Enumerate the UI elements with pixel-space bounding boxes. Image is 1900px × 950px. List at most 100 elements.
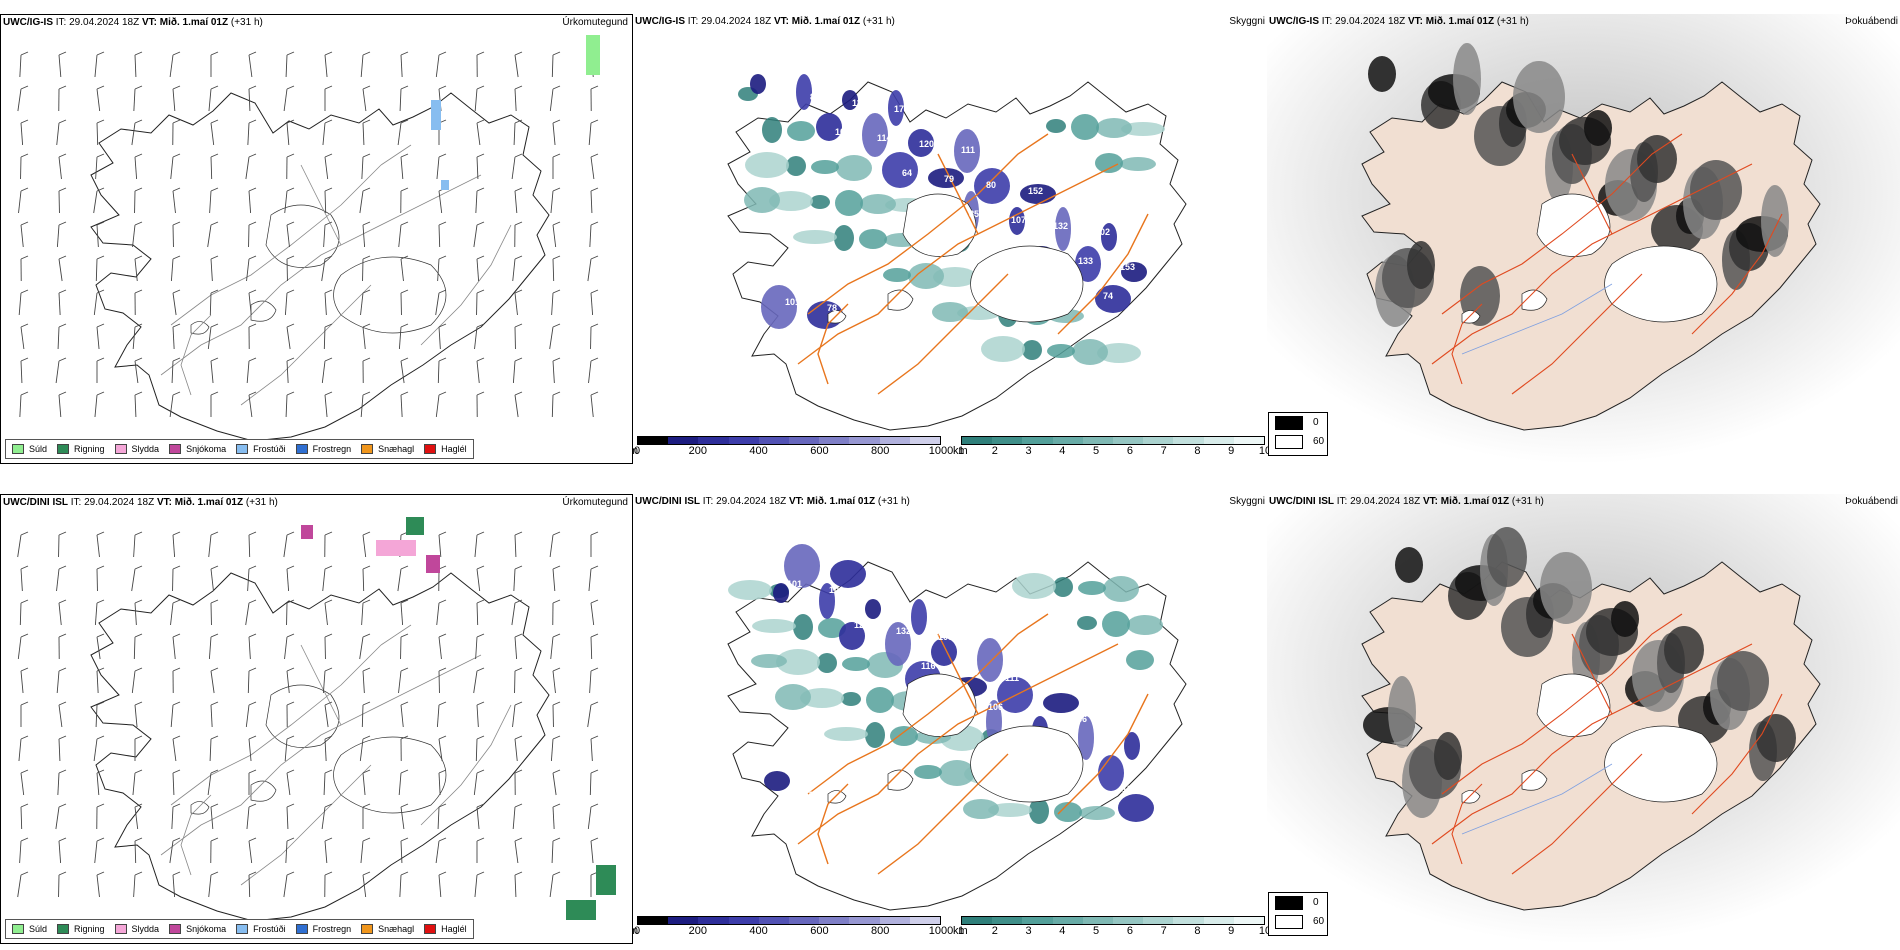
panel-header: UWC/DINI ISL IT: 29.04.2024 18Z VT: Mið.… — [635, 496, 910, 507]
cloud-height-visibility-panel-row2: UWC/DINI ISL IT: 29.04.2024 18Z VT: Mið.… — [633, 494, 1269, 944]
cloud-height-label: 105 — [835, 127, 850, 137]
cloud-height-scale: 0 200 400 600 800 1000 m — [633, 436, 953, 457]
legend-swatch — [169, 444, 182, 454]
panel-product-title: Úrkomutegund — [562, 17, 628, 28]
scale-tick-label: 7 — [1160, 445, 1167, 457]
fog-legend-item: 0 — [1269, 893, 1327, 912]
legend-label: Haglél — [441, 924, 467, 934]
legend-swatch — [169, 924, 182, 934]
precip-legend-item: Slydda — [114, 924, 160, 934]
legend-swatch — [295, 924, 308, 934]
iceland-fog-map — [1267, 14, 1900, 464]
cloud-height-label: 152 — [1028, 186, 1043, 196]
scale-colorbar — [961, 916, 1265, 925]
precip-legend-item: Frostúði — [236, 924, 286, 934]
cloud-height-label: 78 — [827, 303, 837, 313]
panel-product-title: Þokuábendi — [1845, 16, 1898, 27]
legend-label: Snjókoma — [186, 444, 227, 454]
iceland-cloud-map: 164 105 64 85 97 74 84 114 79 107 133 101 113 120 80 13… — [727, 74, 1187, 431]
cloud-height-label: 107 — [1011, 215, 1026, 225]
cloud-height-label: 111 — [961, 145, 975, 155]
scale-tick-label: 1 — [957, 445, 965, 457]
scale-tick-label: 10 — [1258, 445, 1269, 457]
cloud-height-label: 116 — [921, 661, 936, 671]
legend-swatch — [57, 924, 70, 934]
iceland-precip-map — [17, 35, 600, 442]
cloud-height-label: 93 — [846, 796, 856, 806]
cloud-height-label: 164 — [768, 86, 783, 96]
legend-label: Frostregn — [312, 924, 352, 934]
cloud-height-label: 85 — [969, 209, 979, 219]
legend-label: 60 — [1313, 436, 1325, 447]
legend-swatch — [1275, 914, 1303, 929]
scale-tick-label: 1000 — [928, 445, 954, 457]
scale-tick-label: 200 — [688, 925, 707, 937]
scale-tick-label: 2 — [991, 445, 998, 457]
scale-tick-label: 8 — [1194, 925, 1201, 937]
legend-label: Snæhagl — [378, 444, 415, 454]
legend-swatch — [295, 444, 308, 454]
precip-legend-item: Súld — [12, 444, 47, 454]
cloud-height-label: 97 — [1036, 250, 1046, 260]
precip-legend-item: Frostregn — [295, 924, 352, 934]
precip-legend-item: Slydda — [114, 444, 160, 454]
legend-label: 0 — [1313, 897, 1319, 908]
precip-legend-item: Frostúði — [236, 444, 286, 454]
scale-unit: km — [953, 445, 968, 457]
legend-swatch — [236, 924, 249, 934]
scale-colorbar — [637, 916, 941, 925]
fog-legend-item: 60 — [1269, 432, 1327, 451]
scale-tick-label: 600 — [810, 445, 829, 457]
cloud-height-label: 84 — [810, 92, 820, 102]
legend-swatch — [236, 444, 249, 454]
precip-type-legend: Súld Rigning Slydda Snjókoma Frostúði Frostre… — [5, 919, 474, 939]
scale-tick-label: 10 — [1258, 925, 1269, 937]
legend-swatch — [114, 924, 127, 934]
cloud-height-label: 74 — [1103, 291, 1113, 301]
precip-legend-item: Haglél — [424, 444, 467, 454]
legend-swatch — [361, 444, 374, 454]
cloud-height-label: 132 — [896, 626, 911, 636]
legend-swatch — [1275, 415, 1303, 430]
cloud-height-label: 224 — [779, 755, 794, 765]
scale-tick-label: 400 — [749, 925, 768, 937]
scale-tick-label: 4 — [1059, 445, 1066, 457]
precip-type-panel-row2: UWC/DINI ISL IT: 29.04.2024 18Z VT: Mið.… — [0, 494, 633, 944]
visibility-scale: 1 2 3 4 5 6 7 8 9 10 km — [953, 916, 1269, 937]
legend-swatch — [1275, 434, 1303, 449]
panel-header: UWC/DINI ISL IT: 29.04.2024 18Z VT: Mið.… — [3, 497, 278, 508]
precip-type-legend: Súld Rigning Slydda Snjókoma Frostúði Frostre… — [5, 439, 474, 459]
scale-unit: m — [633, 925, 639, 937]
panel-product-title: Skyggni — [1229, 16, 1265, 27]
scale-unit: km — [953, 925, 968, 937]
cloud-height-label: 102 — [1095, 227, 1110, 237]
scale-tick-label: 200 — [688, 445, 707, 457]
legend-label: Haglél — [441, 444, 467, 454]
fog-indicator-panel-row1: UWC/IG-IS IT: 29.04.2024 18Z VT: Mið. 1.… — [1267, 14, 1900, 464]
cloud-height-label: 79 — [944, 174, 954, 184]
scale-tick-label: 0 — [633, 445, 641, 457]
legend-label: Slydda — [131, 444, 160, 454]
scale-tick-label: 1000 — [928, 925, 954, 937]
scale-tick-label: 5 — [1093, 925, 1100, 937]
legend-label: Súld — [29, 924, 48, 934]
cloud-height-label: 154 — [1055, 743, 1070, 753]
scale-colorbar — [961, 436, 1265, 445]
precip-legend-item: Súld — [12, 924, 47, 934]
legend-swatch — [12, 924, 24, 934]
cloud-height-label: 106 — [988, 702, 1003, 712]
panel-product-title: Þokuábendi — [1845, 496, 1898, 507]
legend-label: Frostregn — [312, 444, 352, 454]
cloud-height-label: 135 — [963, 667, 978, 677]
fog-legend: 0 60 — [1268, 412, 1328, 456]
iceland-cloud-map: 101 123 116 106 154 133 101 132 135 110 97 117 140 10… — [727, 544, 1187, 911]
legend-label: Frostúði — [253, 924, 286, 934]
legend-swatch — [114, 444, 127, 454]
precip-type-panel-row1: UWC/IG-IS IT: 29.04.2024 18Z VT: Mið. 1.… — [0, 14, 633, 464]
legend-label: 0 — [1313, 417, 1319, 428]
scale-colorbar — [637, 436, 941, 445]
cloud-height-label: 110 — [1030, 708, 1045, 718]
fog-legend-item: 0 — [1269, 413, 1327, 432]
legend-label: Slydda — [131, 924, 160, 934]
precip-legend-item: Rigning — [57, 444, 105, 454]
